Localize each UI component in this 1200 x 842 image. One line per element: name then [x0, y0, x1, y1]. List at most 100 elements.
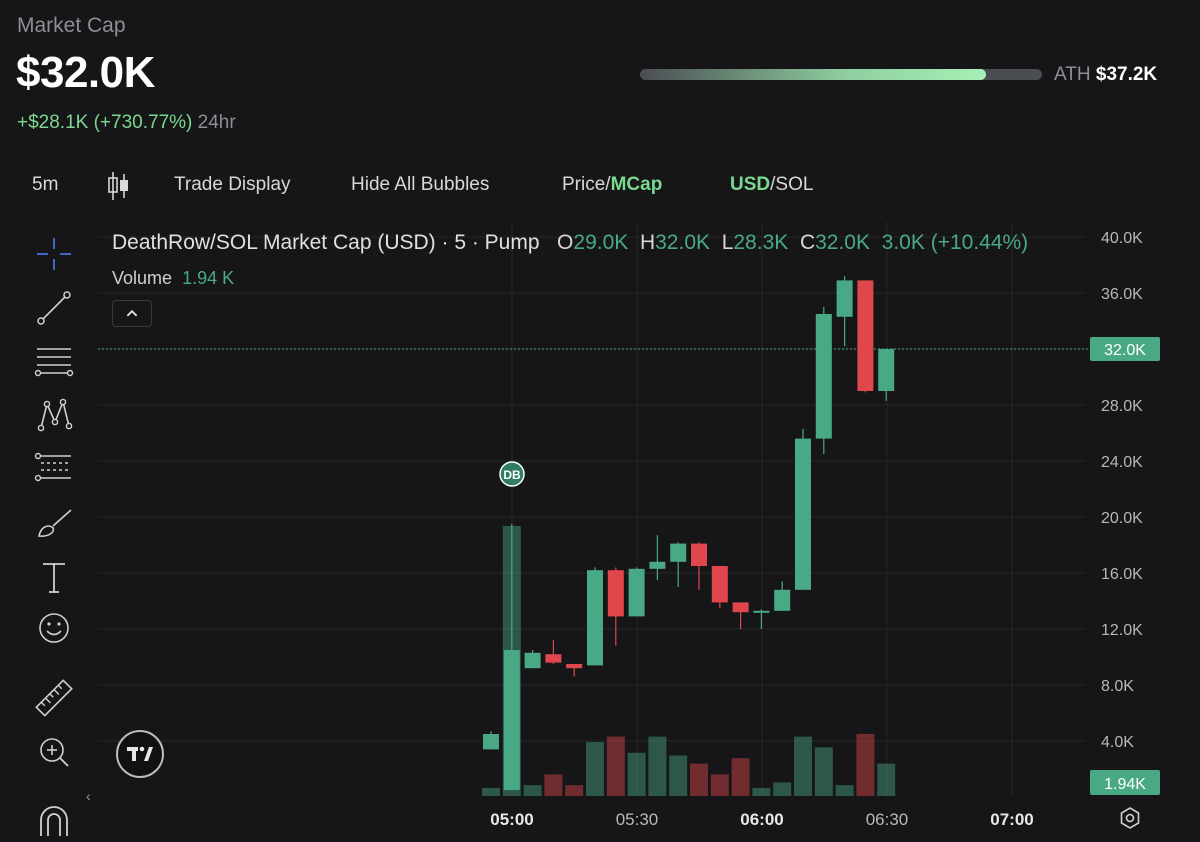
volume-bar	[773, 782, 792, 796]
collapse-toolbar-arrow[interactable]: ‹	[86, 788, 91, 804]
volume-bar	[648, 736, 667, 796]
candle-body	[691, 543, 707, 566]
current-price-tag	[1090, 337, 1160, 361]
candle-body	[815, 314, 832, 439]
trade-display-button[interactable]: Trade Display	[174, 174, 291, 195]
volume-bar	[752, 787, 771, 796]
candle-body	[607, 570, 624, 617]
volume-bar	[835, 785, 854, 796]
volume-bar	[669, 755, 688, 796]
y-tick-label: 8.0K	[1101, 678, 1134, 695]
ath-readout: ATH $37.2K	[1054, 64, 1157, 86]
price-mcap-toggle[interactable]: Price/MCap	[562, 174, 662, 196]
tradingview-logo[interactable]	[116, 730, 164, 778]
interval-button[interactable]: 5m	[32, 174, 59, 195]
volume-value: 1.94 K	[182, 268, 235, 288]
volume-bar	[794, 736, 812, 796]
text-icon[interactable]	[33, 558, 75, 598]
y-tick-label: 4.0K	[1101, 734, 1134, 751]
fib-icon[interactable]	[33, 450, 75, 490]
candle-body	[795, 438, 811, 590]
ath-progress-bar	[640, 69, 1042, 80]
y-tick-label: 12.0K	[1101, 622, 1143, 639]
hide-bubbles-button[interactable]: Hide All Bubbles	[351, 174, 490, 195]
candle-body	[670, 543, 687, 562]
candle-body	[503, 650, 520, 790]
x-tick-label: 05:00	[490, 810, 533, 829]
y-tick-label: 20.0K	[1101, 510, 1143, 527]
collapse-legend-button[interactable]	[112, 300, 152, 327]
candle-body	[587, 570, 603, 666]
sol-option: /SOL	[770, 174, 814, 195]
high-key: H	[639, 231, 656, 254]
chart-title-text: DeathRow/SOL Market Cap (USD) · 5 · Pump	[112, 231, 540, 254]
volume-bar	[814, 747, 833, 796]
volume-bar	[544, 774, 563, 796]
magnet-icon[interactable]	[33, 802, 75, 842]
x-tick-label: 06:30	[866, 810, 909, 829]
volume-bar	[627, 752, 646, 796]
close-value: 32.0K	[815, 231, 870, 254]
trend-line-icon[interactable]	[33, 288, 75, 328]
usd-sol-toggle[interactable]: USD/SOL	[730, 174, 813, 196]
x-tick-label: 05:30	[616, 810, 659, 829]
y-tick-label: 24.0K	[1101, 454, 1143, 471]
change-amount: +$28.1K (+730.77%)	[17, 112, 193, 133]
volume-bar	[731, 758, 750, 796]
candle-body	[524, 652, 541, 669]
market-cap-value: $32.0K	[16, 48, 155, 97]
settings-gear-icon[interactable]	[1118, 806, 1142, 830]
volume-bar	[482, 787, 500, 796]
candle-body	[836, 280, 853, 317]
volume-bar	[523, 785, 542, 796]
y-tick-label: 16.0K	[1101, 566, 1143, 583]
candle-body	[878, 349, 895, 391]
volume-bar	[856, 733, 875, 796]
pattern-icon[interactable]	[33, 396, 75, 436]
current-price-label: 32.0K	[1104, 342, 1146, 359]
candle-body	[753, 610, 770, 613]
ath-progress-fill	[640, 69, 986, 80]
candle-body	[483, 734, 499, 750]
brush-icon[interactable]	[33, 504, 75, 544]
current-volume-tag	[1090, 770, 1160, 795]
x-tick-label: 06:00	[740, 810, 783, 829]
mcap-option: MCap	[610, 174, 663, 195]
open-value: 29.0K	[573, 231, 629, 254]
tradingview-logo-icon	[127, 746, 153, 761]
x-tick-label: 07:00	[990, 810, 1033, 829]
market-cap-label: Market Cap	[17, 14, 126, 37]
candle-body	[566, 664, 583, 669]
change-value: 3.0K (+10.44%)	[881, 231, 1029, 254]
candle-body	[649, 561, 666, 569]
crosshair-icon[interactable]	[33, 234, 75, 274]
volume-bar	[586, 742, 604, 796]
open-key: O	[557, 231, 574, 254]
chart-legend: DeathRow/SOL Market Cap (USD) · 5 · Pump…	[112, 231, 1028, 255]
volume-bar	[710, 774, 729, 796]
candle-body	[545, 654, 562, 663]
volume-legend: Volume 1.94 K	[112, 268, 234, 289]
y-tick-label: 40.0K	[1101, 230, 1143, 247]
volume-bar	[690, 763, 708, 796]
zoom-in-icon[interactable]	[33, 732, 75, 772]
candle-body	[628, 568, 645, 617]
ruler-icon[interactable]	[33, 678, 75, 718]
candle-body	[857, 280, 874, 391]
high-value: 32.0K	[655, 231, 711, 254]
volume-bar	[565, 785, 584, 796]
horizontal-lines-icon[interactable]	[33, 342, 75, 382]
volume-bar	[606, 736, 625, 796]
ath-value: $37.2K	[1095, 64, 1158, 85]
low-key: L	[721, 231, 734, 254]
current-volume-label: 1.94K	[1104, 776, 1146, 793]
trade-marker-label: DB	[503, 468, 521, 482]
change-period: 24hr	[197, 112, 236, 133]
ath-label: ATH	[1054, 64, 1091, 85]
emoji-icon[interactable]	[33, 608, 75, 648]
candle-body	[774, 589, 791, 611]
candle-type-icon[interactable]	[106, 170, 130, 202]
candle-body	[711, 566, 728, 603]
usd-option: USD	[730, 174, 771, 195]
